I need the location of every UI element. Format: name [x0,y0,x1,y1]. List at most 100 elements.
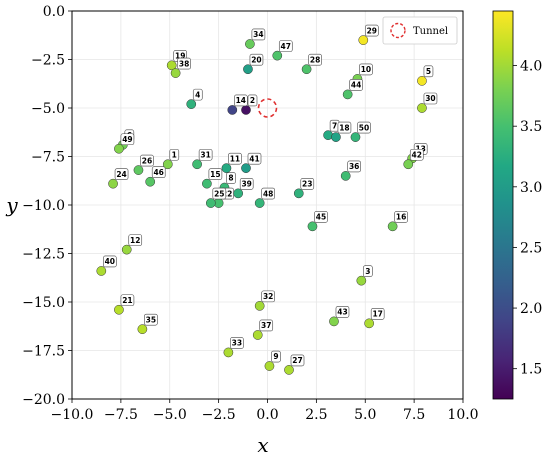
scatter-point [243,64,253,75]
legend: Tunnel [382,16,458,45]
point-label: 5 [426,67,431,76]
point-label-box [349,79,363,91]
scatter-point [331,132,341,142]
scatter-point [121,244,132,255]
point-label-box [120,133,135,146]
scatter-point [145,176,156,187]
point-label-box [259,319,274,332]
point-label-box [212,187,227,200]
point-label-box [423,92,438,105]
point-label-box [247,152,262,165]
point-label-box [228,152,242,165]
point-label: 42 [412,150,422,159]
scatter-point [166,60,177,71]
point-label: 3 [365,267,370,276]
scatter-point [186,99,197,109]
point-label: 35 [146,315,156,324]
colorbar-tick-label: 2.0 [520,301,542,317]
scatter-point [221,163,232,173]
y-tick-label: −5.0 [31,101,65,117]
y-tick-label: −17.5 [22,344,65,360]
legend-tunnel-marker [390,22,406,39]
point-label-box [308,53,322,66]
point-label-box [394,211,408,223]
point-label: 18 [339,123,349,132]
x-tick-label: 0.0 [256,407,278,423]
point-label: 37 [261,321,271,330]
scatter-point [233,188,244,199]
x-tick-label: 10.0 [447,407,478,423]
scatter-point [272,50,283,61]
point-label-box [300,178,315,190]
point-label: 38 [179,59,189,68]
point-label: 44 [351,81,361,90]
scatter-point [133,165,144,175]
point-label: 41 [249,154,259,163]
y-axis-label: y [5,193,18,217]
point-label-box [335,306,350,318]
point-label-box [261,187,275,200]
point-label-box [278,40,293,52]
point-label: 48 [263,189,273,198]
point-label: 10 [361,65,371,74]
colorbar-tick-label: 4.0 [520,59,542,75]
point-label: 9 [273,352,278,361]
y-tick-label: −12.5 [22,247,65,263]
colorbar-tick-label: 2.5 [520,240,542,256]
point-label-box [409,148,424,161]
point-label: 36 [349,162,359,171]
point-label-box [140,154,154,167]
point-label-box [271,350,281,363]
point-label: 27 [292,356,302,365]
scatter-point [307,221,318,232]
point-label-box [364,24,379,37]
x-tick-label: 5.0 [354,407,376,423]
point-label-box [357,121,371,134]
point-label: 49 [122,135,132,144]
scatter-point [284,365,294,375]
point-label: 22 [222,189,232,198]
point-label: 11 [230,154,240,163]
point-label-box [249,53,264,66]
point-label-box [198,148,213,161]
point-label: 17 [372,310,382,319]
colorbar-tick-label: 3.5 [520,119,542,135]
point-label: 50 [359,123,369,132]
scatter-point [170,68,181,78]
point-label: 19 [175,52,185,61]
point-label: 46 [153,168,163,177]
point-label-box [226,172,236,184]
point-label-box [423,65,434,78]
scatter-point [252,330,263,340]
scatter-point [254,301,265,311]
scatter-point [364,318,375,329]
scatter-point [108,178,118,189]
point-label-box [239,178,254,190]
point-label-box [120,294,135,307]
point-label-box [192,88,203,101]
x-axis-label: x [257,433,268,457]
point-label: 7 [332,121,337,130]
point-label: 34 [253,30,263,39]
legend-tunnel-label: Tunnel [413,26,448,37]
point-label: 28 [310,55,320,64]
x-tick-label: −5.0 [153,407,187,423]
point-label: 1 [172,150,177,159]
colorbar-tick-label: 1.5 [520,362,542,378]
point-label-box [359,63,373,76]
point-label-box [103,255,117,268]
point-label-box [128,234,143,246]
scatter-point [293,188,304,199]
scatter-point [223,347,234,358]
point-label-box [251,28,266,41]
point-label-box [290,354,305,367]
scatter-point [417,103,427,113]
y-tick-label: −10.0 [22,198,65,214]
scatter-point [387,221,398,232]
point-label-box [314,211,328,223]
scatter-point [192,159,202,170]
point-label: 20 [251,55,261,64]
x-tick-label: −10.0 [51,407,94,423]
point-label-box [151,166,166,179]
point-label-box [230,337,244,349]
